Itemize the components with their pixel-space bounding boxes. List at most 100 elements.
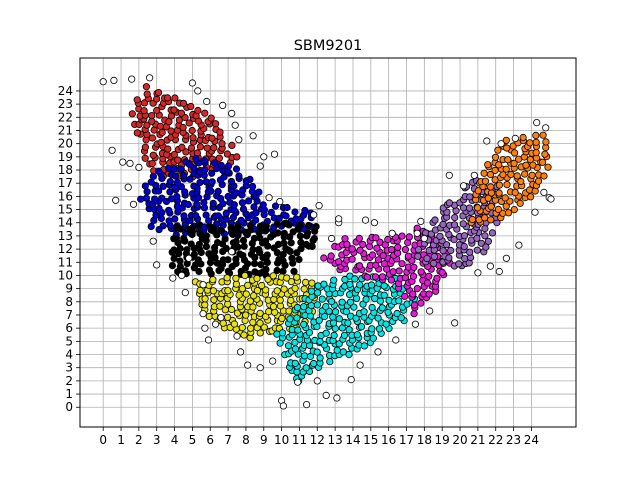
scatter-point (232, 274, 240, 282)
scatter-point (165, 206, 173, 214)
y-tick-label: 10 (58, 268, 73, 282)
scatter-point (293, 273, 301, 281)
scatter-point (215, 154, 223, 162)
scatter-point (442, 241, 451, 249)
scatter-point (279, 250, 287, 259)
scatter-point (193, 184, 201, 192)
scatter-point (368, 303, 376, 312)
scatter-point (269, 272, 277, 280)
outlier-point (228, 248, 236, 256)
scatter-point (372, 234, 380, 242)
outlier-point (265, 194, 273, 202)
outlier-point (146, 74, 154, 82)
scatter-point (339, 348, 347, 356)
scatter-point (280, 239, 288, 247)
y-tick-label: 12 (58, 242, 73, 256)
scatter-point (278, 314, 286, 322)
scatter-point (439, 220, 447, 229)
outlier-point (204, 336, 213, 344)
outlier-point (426, 307, 434, 315)
scatter-point (502, 165, 510, 173)
scatter-point (166, 188, 174, 196)
scatter-point (494, 205, 502, 213)
scatter-point (255, 228, 263, 236)
scatter-point (532, 149, 540, 157)
scatter-point (540, 172, 548, 180)
outlier-point (302, 400, 311, 409)
scatter-point (209, 224, 218, 232)
scatter-point (296, 221, 304, 229)
scatter-point (210, 144, 218, 152)
scatter-point (223, 274, 231, 282)
scatter-point (250, 259, 259, 268)
scatter-point (538, 158, 547, 166)
outlier-point (547, 195, 555, 203)
scatter-point (221, 235, 229, 243)
outlier-point (511, 134, 519, 142)
x-tick-label: 18 (417, 433, 432, 447)
scatter-point (249, 303, 257, 311)
scatter-point (180, 212, 188, 220)
scatter-point (283, 274, 291, 282)
x-tick-label: 0 (99, 433, 107, 447)
scatter-point (224, 313, 232, 321)
scatter-point (194, 256, 202, 264)
scatter-point (176, 257, 184, 265)
scatter-point (414, 252, 422, 260)
scatter-point (487, 189, 496, 197)
outlier-point (135, 163, 143, 171)
scatter-point (234, 229, 242, 237)
scatter-point (211, 159, 219, 167)
scatter-point (171, 215, 179, 223)
scatter-point (291, 359, 299, 367)
scatter-point (181, 267, 190, 275)
scatter-point (214, 212, 222, 220)
scatter-point (433, 274, 441, 282)
scatter-point (278, 329, 287, 337)
scatter-point (503, 181, 511, 189)
scatter-point (417, 299, 425, 307)
scatter-point (526, 139, 534, 147)
scatter-point (170, 165, 178, 173)
scatter-point (168, 261, 176, 270)
scatter-point (202, 211, 210, 219)
scatter-point (401, 246, 409, 254)
scatter-point (192, 212, 200, 220)
scatter-point (142, 83, 150, 91)
scatter-point (224, 162, 233, 170)
scatter-point (261, 237, 270, 245)
outlier-point (249, 132, 257, 140)
outlier-point (361, 216, 370, 224)
outlier-point (235, 136, 243, 144)
outlier-point (310, 211, 318, 219)
scatter-point (208, 178, 216, 186)
y-tick-label: 18 (58, 163, 73, 177)
scatter-point (193, 200, 201, 208)
x-tick-label: 13 (327, 433, 342, 447)
scatter-point (302, 240, 310, 249)
outlier-point (497, 140, 505, 148)
scatter-point (170, 106, 178, 114)
scatter-point (404, 252, 412, 260)
scatter-point (177, 109, 185, 117)
scatter-point (410, 263, 418, 271)
y-tick-label: 21 (58, 123, 73, 137)
scatter-point (405, 233, 413, 241)
scatter-point (196, 143, 204, 151)
scatter-point (387, 246, 396, 254)
scatter-point (224, 256, 232, 264)
outlier-point (188, 79, 196, 87)
scatter-point (216, 302, 224, 310)
scatter-point (301, 278, 310, 286)
scatter-point (187, 144, 196, 152)
scatter-point (149, 172, 157, 180)
scatter-point (335, 258, 343, 266)
scatter-point (335, 315, 343, 323)
scatter-point (262, 265, 270, 273)
x-tick-label: 11 (292, 433, 307, 447)
scatter-point (178, 143, 186, 151)
scatter-point (184, 200, 192, 209)
scatter-point (291, 284, 299, 292)
outlier-point (108, 146, 116, 154)
outlier-point (459, 182, 468, 190)
